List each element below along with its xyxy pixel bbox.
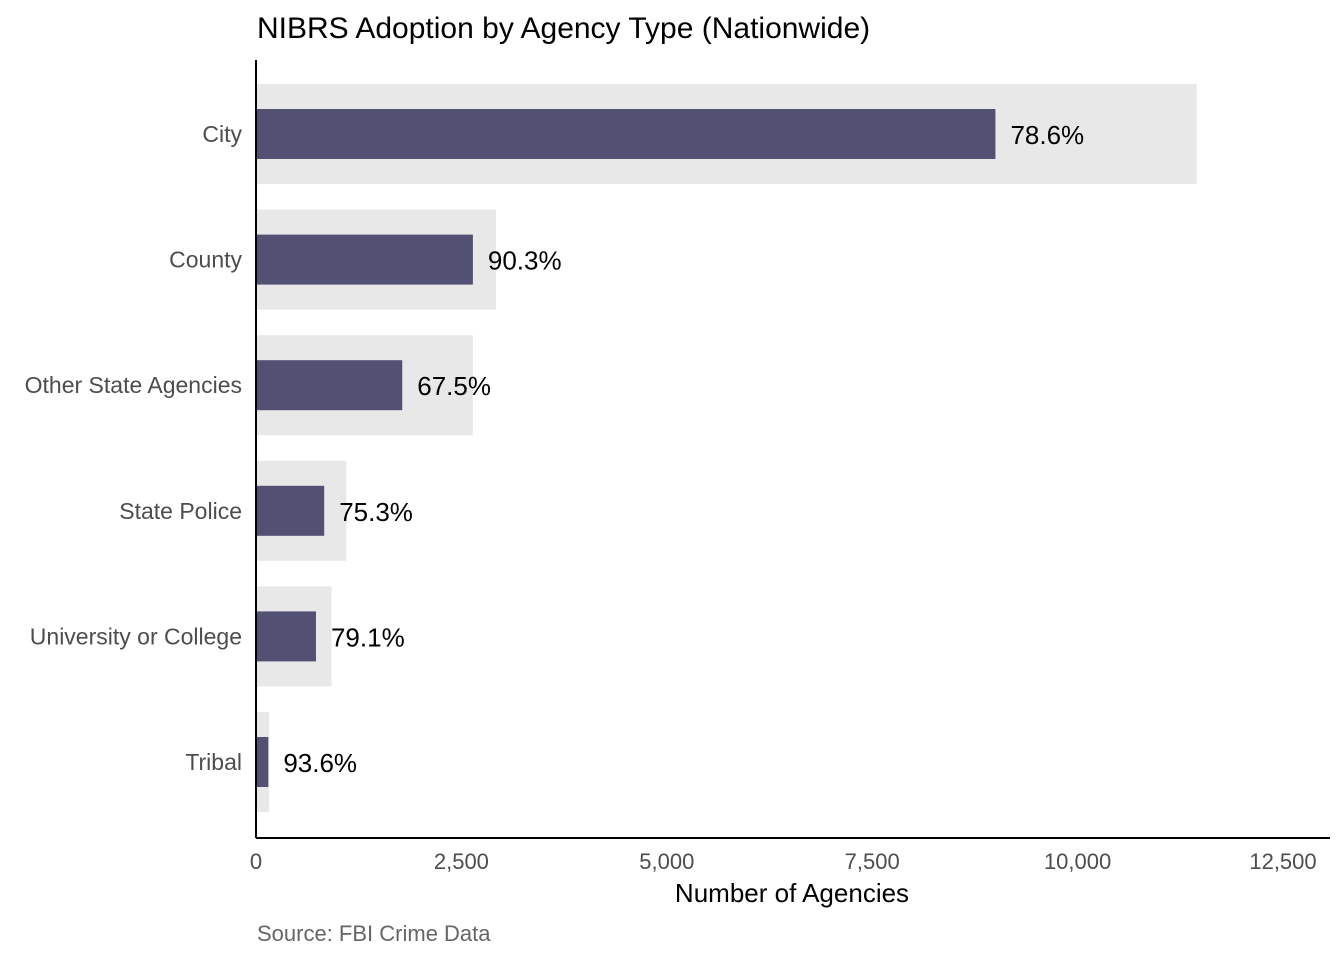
data-label-city: 78.6% bbox=[1010, 120, 1084, 150]
x-tick-label: 0 bbox=[250, 849, 262, 874]
background-bars bbox=[256, 84, 1197, 812]
x-tick-label: 10,000 bbox=[1044, 849, 1111, 874]
bar-nibrs-other-state-agencies bbox=[256, 360, 403, 411]
data-label-county: 90.3% bbox=[488, 246, 562, 276]
chart-title: NIBRS Adoption by Agency Type (Nationwid… bbox=[257, 12, 870, 45]
data-label-tribal: 93.6% bbox=[283, 748, 357, 778]
foreground-bars bbox=[256, 109, 996, 787]
x-tick-label: 2,500 bbox=[434, 849, 489, 874]
bar-nibrs-county bbox=[256, 234, 473, 285]
data-labels: 78.6% 90.3% 67.5% 75.3% 79.1% 93.6% bbox=[283, 120, 1084, 778]
x-tick-label: 5,000 bbox=[639, 849, 694, 874]
bar-nibrs-state-police bbox=[256, 485, 325, 536]
data-label-university-or-college: 79.1% bbox=[331, 622, 405, 652]
y-axis-tick-labels: City County Other State Agencies State Poli… bbox=[25, 121, 243, 775]
x-axis-tick-labels: 0 2,500 5,000 7,500 10,000 12,500 bbox=[250, 849, 1317, 874]
bar-nibrs-city bbox=[256, 109, 996, 159]
y-tick-label-university-or-college: University or College bbox=[30, 623, 242, 649]
x-axis-title: Number of Agencies bbox=[675, 878, 909, 908]
y-tick-label-state-police: State Police bbox=[119, 498, 242, 524]
y-tick-label-city: City bbox=[202, 121, 242, 147]
bar-nibrs-tribal bbox=[256, 737, 269, 787]
y-tick-label-county: County bbox=[169, 247, 242, 273]
bar-nibrs-university-or-college bbox=[256, 611, 316, 662]
data-label-state-police: 75.3% bbox=[339, 497, 413, 527]
chart-caption: Source: FBI Crime Data bbox=[257, 921, 491, 946]
y-tick-label-tribal: Tribal bbox=[185, 749, 242, 775]
y-tick-label-other-state-agencies: Other State Agencies bbox=[25, 372, 242, 398]
data-label-other-state-agencies: 67.5% bbox=[417, 371, 491, 401]
x-tick-label: 12,500 bbox=[1249, 849, 1316, 874]
x-tick-label: 7,500 bbox=[845, 849, 900, 874]
